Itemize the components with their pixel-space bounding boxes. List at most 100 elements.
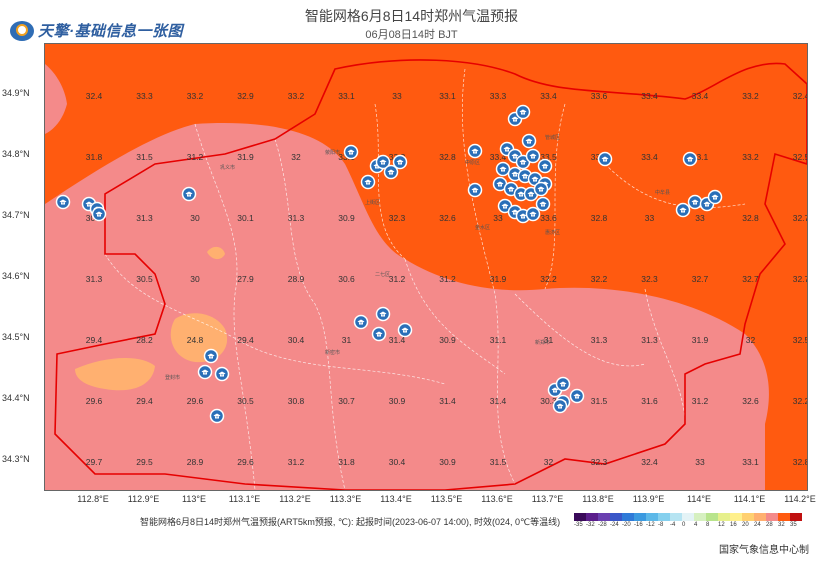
temperature-value: 33.2 xyxy=(288,91,305,101)
station-marker[interactable] xyxy=(555,376,571,392)
graduation-cap-icon xyxy=(711,194,719,200)
temperature-value: 33 xyxy=(493,213,503,223)
legend-swatch xyxy=(658,513,670,521)
temperature-value: 31.5 xyxy=(136,152,153,162)
temperature-value: 29.5 xyxy=(136,457,153,467)
station-marker[interactable] xyxy=(55,194,71,210)
temperature-value: 32 xyxy=(291,152,301,162)
temperature-value: 28.9 xyxy=(288,274,305,284)
station-marker[interactable] xyxy=(397,322,413,338)
station-marker[interactable] xyxy=(492,176,508,192)
station-marker[interactable] xyxy=(597,151,613,167)
station-marker[interactable] xyxy=(375,154,391,170)
station-marker[interactable] xyxy=(392,154,408,170)
county-line xyxy=(404,258,506,375)
station-marker[interactable] xyxy=(569,388,585,404)
globe-logo-icon xyxy=(10,20,34,41)
station-marker[interactable] xyxy=(521,133,537,149)
graduation-cap-icon xyxy=(379,159,387,165)
station-marker[interactable] xyxy=(371,326,387,342)
temperature-value: 33.3 xyxy=(136,91,153,101)
graduation-cap-icon xyxy=(519,213,527,219)
station-marker[interactable] xyxy=(525,148,541,164)
legend-tick: -28 xyxy=(598,522,607,528)
station-marker[interactable] xyxy=(91,206,107,222)
station-marker[interactable] xyxy=(467,182,483,198)
station-marker[interactable] xyxy=(197,364,213,380)
temperature-value: 32.9 xyxy=(237,91,254,101)
temperature-value: 33.2 xyxy=(742,152,759,162)
temperature-value: 33 xyxy=(695,457,705,467)
logo-text: 天擎·基础信息一张图 xyxy=(38,23,183,40)
mild-zone-small xyxy=(207,246,225,260)
station-marker[interactable] xyxy=(675,202,691,218)
station-marker[interactable] xyxy=(537,158,553,174)
temperature-value: 32.3 xyxy=(641,274,658,284)
graduation-cap-icon xyxy=(529,153,537,159)
legend-tick: 8 xyxy=(706,522,710,528)
graduation-cap-icon xyxy=(471,187,479,193)
station-marker[interactable] xyxy=(707,189,723,205)
temperature-value: 32 xyxy=(746,335,756,345)
legend-tick: 35 xyxy=(790,522,797,528)
temperature-value: 32.8 xyxy=(742,213,759,223)
temperature-value: 33.2 xyxy=(742,91,759,101)
temperature-value: 32.2 xyxy=(793,396,807,406)
county-line xyxy=(274,138,346,490)
temperature-value: 32.3 xyxy=(591,457,608,467)
legend-swatch xyxy=(718,513,730,521)
legend-swatch xyxy=(706,513,718,521)
station-marker[interactable] xyxy=(209,408,225,424)
temperature-value: 27.9 xyxy=(237,274,254,284)
longitude-label: 113.8°E xyxy=(582,494,614,504)
longitude-label: 114°E xyxy=(687,494,711,504)
temperature-value: 30 xyxy=(190,213,200,223)
station-marker[interactable] xyxy=(533,181,549,197)
station-marker[interactable] xyxy=(375,306,391,322)
temperature-value: 31 xyxy=(342,335,352,345)
station-marker[interactable] xyxy=(467,143,483,159)
temperature-value: 30.5 xyxy=(237,396,254,406)
station-marker[interactable] xyxy=(495,161,511,177)
temperature-value: 29.6 xyxy=(86,396,103,406)
station-marker[interactable] xyxy=(682,151,698,167)
legend-tick: 32 xyxy=(778,522,785,528)
station-marker[interactable] xyxy=(343,144,359,160)
longitude-label: 113.7°E xyxy=(531,494,564,504)
legend-swatch xyxy=(742,513,754,521)
county-label: 巩义市 xyxy=(220,164,235,171)
temperature-value: 30.5 xyxy=(136,274,153,284)
county-label: 二七区 xyxy=(375,271,390,278)
station-marker[interactable] xyxy=(515,104,531,120)
temperature-value: 29.4 xyxy=(136,396,153,406)
temperature-value: 32 xyxy=(544,457,554,467)
temperature-value: 33.6 xyxy=(591,91,608,101)
station-marker[interactable] xyxy=(353,314,369,330)
station-marker[interactable] xyxy=(181,186,197,202)
station-marker[interactable] xyxy=(513,186,529,202)
legend-swatch xyxy=(754,513,766,521)
temperature-value: 33 xyxy=(645,213,655,223)
station-marker[interactable] xyxy=(360,174,376,190)
latitude-label: 34.7°N xyxy=(2,210,30,220)
latitude-label: 34.5°N xyxy=(2,332,30,342)
temperature-value: 33.1 xyxy=(692,152,709,162)
temperature-map[interactable]: 32.4 33.3 33.2 32.9 33.2 33.1 33 33.1 33.3 33.4 33… xyxy=(44,43,808,491)
temperature-map-canvas: 32.4 33.3 33.2 32.9 33.2 33.1 33 33.1 33.3 33.4 33… xyxy=(45,44,807,490)
temperature-value: 33.1 xyxy=(439,91,456,101)
map-caption: 智能网格6月8日14时郑州气温预报(ART5km预报, ℃): 起报时间(202… xyxy=(140,517,561,527)
legend-swatch xyxy=(646,513,658,521)
temperature-value: 30.9 xyxy=(338,213,355,223)
station-marker[interactable] xyxy=(383,164,399,180)
graduation-cap-icon xyxy=(517,191,525,197)
longitude-label: 113°E xyxy=(182,494,206,504)
station-marker[interactable] xyxy=(552,398,568,414)
station-marker[interactable] xyxy=(687,194,703,210)
county-label: 新密市 xyxy=(325,349,340,356)
temperature-value: 33.4 xyxy=(641,91,658,101)
station-marker[interactable] xyxy=(214,366,230,382)
station-marker[interactable] xyxy=(525,206,541,222)
station-marker[interactable] xyxy=(203,348,219,364)
station-marker[interactable] xyxy=(535,196,551,212)
legend-tick: -20 xyxy=(622,522,631,528)
